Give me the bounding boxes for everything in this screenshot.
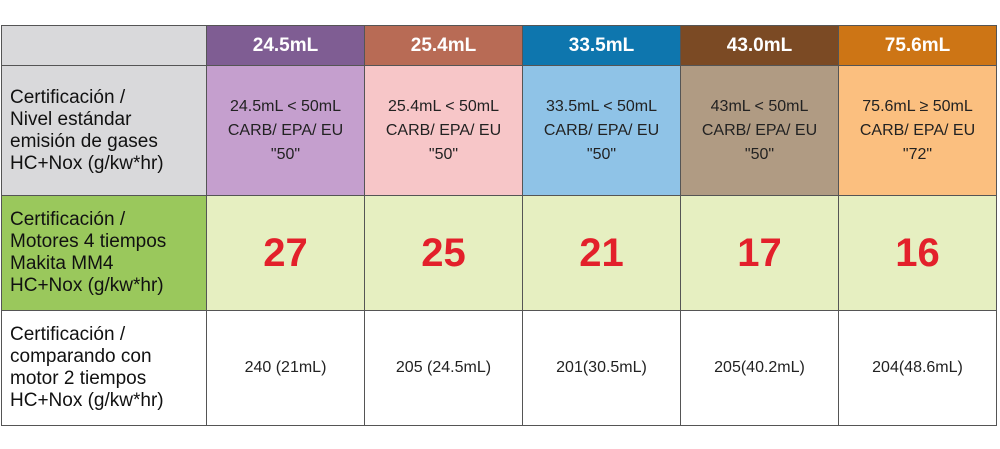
standard-limit: 24.5mL < 50mL bbox=[229, 97, 342, 115]
standard-value: "50" bbox=[586, 145, 617, 163]
row-label-line: comparando con bbox=[10, 346, 152, 367]
row-label-makita: Certificación / Motores 4 tiempos Makita… bbox=[1, 195, 207, 311]
column-header-4: 43.0mL bbox=[680, 25, 839, 66]
standard-limit: 25.4mL < 50mL bbox=[387, 97, 500, 115]
header-row: 24.5mL 25.4mL 33.5mL 43.0mL 75.6mL bbox=[1, 25, 997, 66]
two-stroke-value-2: 205 (24.5mL) bbox=[364, 310, 523, 426]
makita-value-3: 21 bbox=[522, 195, 681, 311]
standard-cell-3: 33.5mL < 50mL CARB/ EPA/ EU "50" bbox=[522, 65, 681, 196]
standard-agencies: CARB/ EPA/ EU bbox=[227, 121, 344, 139]
two-stroke-value-4: 205(40.2mL) bbox=[680, 310, 839, 426]
row-label-line: emisión de gases bbox=[10, 130, 158, 152]
row-label-line: HC+Nox (g/kw*hr) bbox=[10, 275, 164, 296]
two-stroke-value-1: 240 (21mL) bbox=[206, 310, 365, 426]
two-stroke-value-3: 201(30.5mL) bbox=[522, 310, 681, 426]
standard-limit: 75.6mL ≥ 50mL bbox=[862, 97, 973, 115]
standard-cell-1: 24.5mL < 50mL CARB/ EPA/ EU "50" bbox=[206, 65, 365, 196]
row-label-line: Certificación / bbox=[10, 86, 126, 108]
row-label-standard: Certificación / Nivel estándar emisión d… bbox=[1, 65, 207, 196]
row-label-line: HC+Nox (g/kw*hr) bbox=[10, 390, 164, 411]
standard-cell-2: 25.4mL < 50mL CARB/ EPA/ EU "50" bbox=[364, 65, 523, 196]
row-label-line: Certificación / bbox=[10, 209, 126, 230]
standard-agencies: CARB/ EPA/ EU bbox=[859, 121, 976, 139]
column-header-5: 75.6mL bbox=[838, 25, 997, 66]
makita-value-2: 25 bbox=[364, 195, 523, 311]
standard-limit: 43mL < 50mL bbox=[710, 97, 809, 115]
standard-value: "50" bbox=[744, 145, 775, 163]
corner-cell bbox=[1, 25, 207, 66]
makita-row: Certificación / Motores 4 tiempos Makita… bbox=[1, 195, 997, 311]
row-label-line: Makita MM4 bbox=[10, 253, 114, 274]
row-label-two-stroke: Certificación / comparando con motor 2 t… bbox=[1, 310, 207, 426]
standard-limit: 33.5mL < 50mL bbox=[545, 97, 658, 115]
column-header-1: 24.5mL bbox=[206, 25, 365, 66]
column-header-3: 33.5mL bbox=[522, 25, 681, 66]
makita-value-4: 17 bbox=[680, 195, 839, 311]
two-stroke-value-5: 204(48.6mL) bbox=[838, 310, 997, 426]
standard-cell-5: 75.6mL ≥ 50mL CARB/ EPA/ EU "72" bbox=[838, 65, 997, 196]
row-label-line: Motores 4 tiempos bbox=[10, 231, 167, 252]
standard-agencies: CARB/ EPA/ EU bbox=[543, 121, 660, 139]
row-label-line: motor 2 tiempos bbox=[10, 368, 147, 389]
standard-cell-4: 43mL < 50mL CARB/ EPA/ EU "50" bbox=[680, 65, 839, 196]
standard-agencies: CARB/ EPA/ EU bbox=[701, 121, 818, 139]
row-label-line: HC+Nox (g/kw*hr) bbox=[10, 152, 164, 174]
standard-agencies: CARB/ EPA/ EU bbox=[385, 121, 502, 139]
makita-value-1: 27 bbox=[206, 195, 365, 311]
certification-table: 24.5mL 25.4mL 33.5mL 43.0mL 75.6mL Certi… bbox=[1, 25, 997, 426]
column-header-2: 25.4mL bbox=[364, 25, 523, 66]
standard-value: "50" bbox=[428, 145, 459, 163]
row-label-line: Nivel estándar bbox=[10, 108, 132, 130]
standard-value: "50" bbox=[270, 145, 301, 163]
standard-row: Certificación / Nivel estándar emisión d… bbox=[1, 65, 997, 196]
standard-value: "72" bbox=[902, 145, 933, 163]
makita-value-5: 16 bbox=[838, 195, 997, 311]
two-stroke-row: Certificación / comparando con motor 2 t… bbox=[1, 310, 997, 426]
row-label-line: Certificación / bbox=[10, 324, 126, 345]
